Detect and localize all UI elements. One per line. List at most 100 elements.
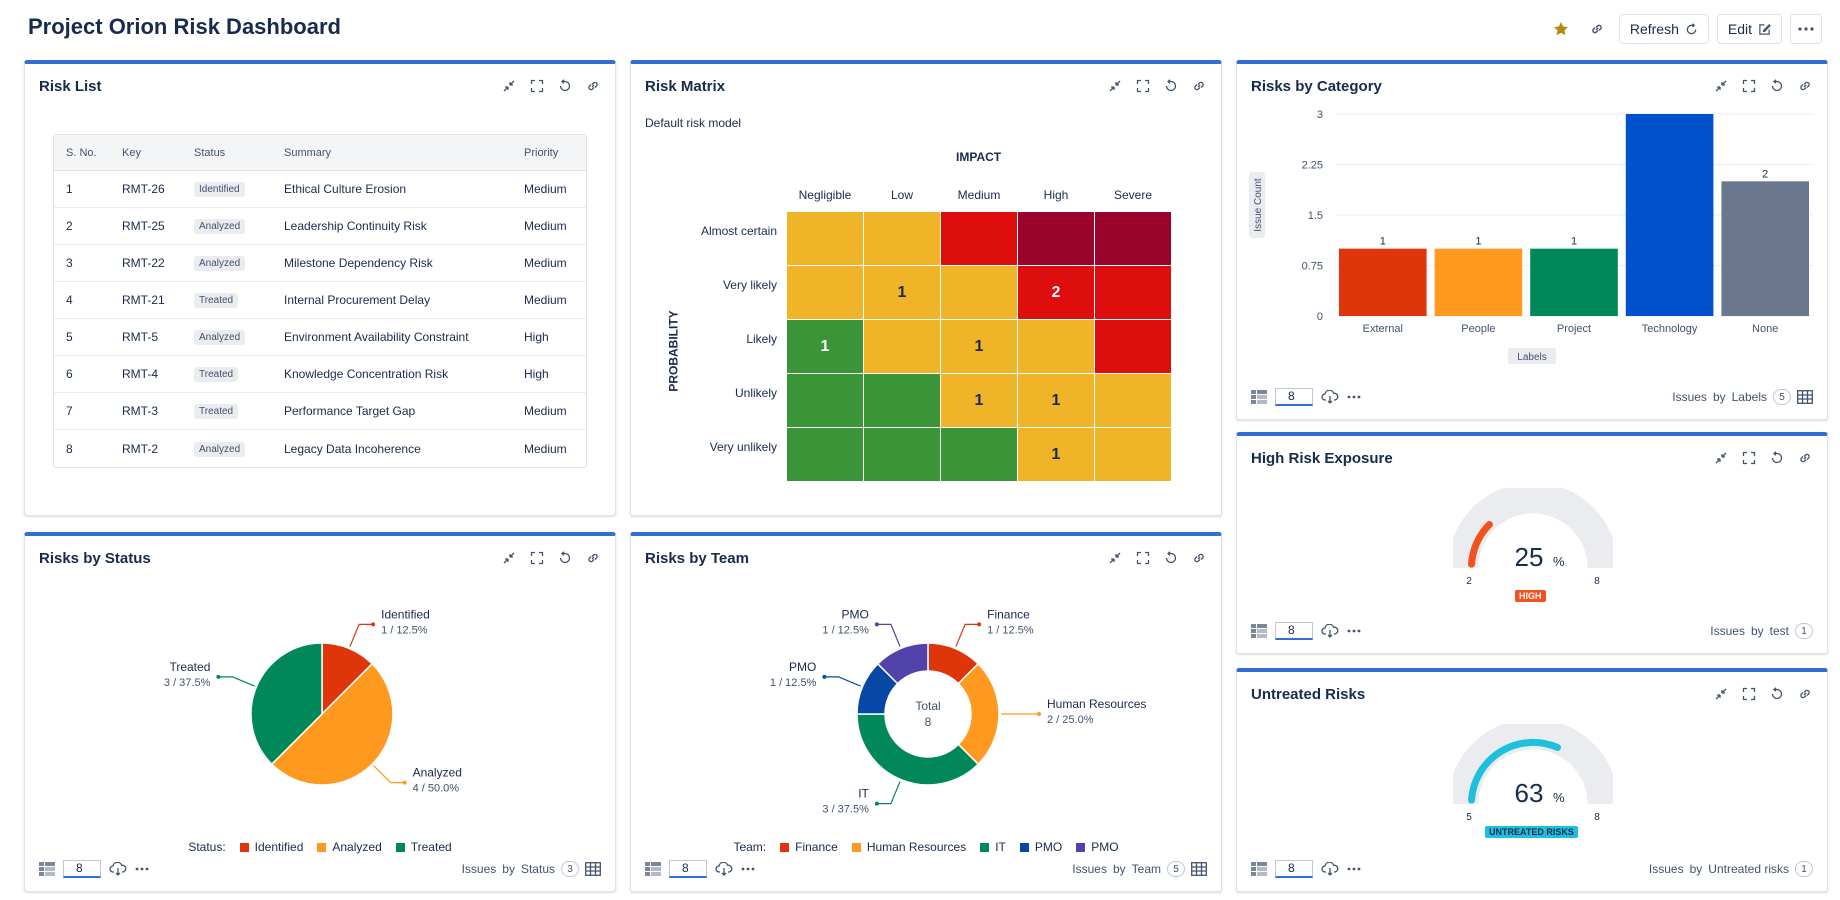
matrix-cell[interactable]: 1	[941, 374, 1017, 427]
table-view-icon[interactable]	[1251, 862, 1267, 876]
maximize-icon[interactable]	[1135, 550, 1151, 566]
results-count-input[interactable]: 8	[1275, 622, 1313, 640]
more-icon[interactable]	[1347, 629, 1361, 633]
matrix-cell[interactable]: 1	[1018, 374, 1094, 427]
matrix-cell[interactable]	[1095, 266, 1171, 319]
star-icon[interactable]	[1547, 15, 1575, 43]
legend-item-pmo-2[interactable]: PMO	[1076, 840, 1119, 854]
link-icon[interactable]	[585, 78, 601, 94]
table-row[interactable]: 1 RMT-26 Identified Ethical Culture Erosion…	[54, 171, 586, 208]
cloud-download-icon[interactable]	[1321, 862, 1339, 876]
legend-item-finance[interactable]: Finance	[780, 840, 838, 854]
link-icon[interactable]	[1583, 15, 1611, 43]
results-count-input[interactable]: 8	[669, 860, 707, 878]
table-icon[interactable]	[585, 862, 601, 876]
table-row[interactable]: 6 RMT-4 Treated Knowledge Concentration Ris…	[54, 356, 586, 393]
minimize-icon[interactable]	[1107, 78, 1123, 94]
column-header[interactable]: S. No.	[54, 135, 110, 171]
matrix-cell[interactable]	[787, 374, 863, 427]
matrix-cell[interactable]	[864, 374, 940, 427]
matrix-cell[interactable]: 1	[864, 266, 940, 319]
footer-field-label[interactable]: test	[1769, 624, 1789, 638]
legend-item-analyzed[interactable]: Analyzed	[317, 840, 382, 854]
footer-field-label[interactable]: Untreated risks	[1708, 862, 1789, 876]
link-icon[interactable]	[1797, 686, 1813, 702]
legend-item-human-resources[interactable]: Human Resources	[851, 840, 966, 854]
link-icon[interactable]	[1797, 78, 1813, 94]
table-row[interactable]: 4 RMT-21 Treated Internal Procurement Delay…	[54, 282, 586, 319]
legend-item-treated[interactable]: Treated	[395, 840, 452, 854]
matrix-cell[interactable]	[787, 428, 863, 481]
maximize-icon[interactable]	[529, 78, 545, 94]
footer-field-label[interactable]: Labels	[1731, 390, 1767, 404]
matrix-cell[interactable]	[864, 212, 940, 265]
link-icon[interactable]	[1797, 450, 1813, 466]
matrix-cell[interactable]	[1095, 212, 1171, 265]
cloud-download-icon[interactable]	[715, 862, 733, 876]
table-icon[interactable]	[1191, 862, 1207, 876]
legend-item-pmo[interactable]: PMO	[1019, 840, 1062, 854]
refresh-icon[interactable]	[1769, 78, 1785, 94]
matrix-cell[interactable]	[1018, 212, 1094, 265]
link-icon[interactable]	[585, 550, 601, 566]
results-count-input[interactable]: 8	[1275, 860, 1313, 878]
column-header[interactable]: Status	[182, 135, 272, 171]
refresh-icon[interactable]	[1163, 550, 1179, 566]
issue-key-link[interactable]: RMT-26	[110, 171, 182, 208]
results-count-input[interactable]: 8	[63, 860, 101, 878]
table-row[interactable]: 7 RMT-3 Treated Performance Target Gap Mediu…	[54, 393, 586, 430]
legend-item-identified[interactable]: Identified	[239, 840, 303, 854]
minimize-icon[interactable]	[1713, 450, 1729, 466]
cloud-download-icon[interactable]	[109, 862, 127, 876]
matrix-cell[interactable]	[1095, 374, 1171, 427]
matrix-cell[interactable]	[864, 428, 940, 481]
matrix-cell[interactable]: 2	[1018, 266, 1094, 319]
matrix-cell[interactable]	[941, 212, 1017, 265]
table-view-icon[interactable]	[39, 862, 55, 876]
footer-field-label[interactable]: Status	[520, 862, 555, 876]
minimize-icon[interactable]	[1107, 550, 1123, 566]
maximize-icon[interactable]	[1135, 78, 1151, 94]
matrix-cell[interactable]	[941, 266, 1017, 319]
refresh-icon[interactable]	[1769, 450, 1785, 466]
issue-key-link[interactable]: RMT-22	[110, 245, 182, 282]
column-header[interactable]: Key	[110, 135, 182, 171]
matrix-cell[interactable]	[864, 320, 940, 373]
issue-key-link[interactable]: RMT-4	[110, 356, 182, 393]
column-header[interactable]: Priority	[512, 135, 586, 171]
table-row[interactable]: 2 RMT-25 Analyzed Leadership Continuity Ris…	[54, 208, 586, 245]
cloud-download-icon[interactable]	[1321, 624, 1339, 638]
refresh-icon[interactable]	[557, 550, 573, 566]
refresh-icon[interactable]	[1163, 78, 1179, 94]
link-icon[interactable]	[1191, 78, 1207, 94]
minimize-icon[interactable]	[1713, 78, 1729, 94]
more-actions-button[interactable]	[1790, 14, 1822, 44]
issue-key-link[interactable]: RMT-21	[110, 282, 182, 319]
table-view-icon[interactable]	[1251, 390, 1267, 404]
refresh-button[interactable]: Refresh	[1618, 14, 1709, 44]
table-view-icon[interactable]	[645, 862, 661, 876]
maximize-icon[interactable]	[529, 550, 545, 566]
edit-button[interactable]: Edit	[1716, 14, 1782, 44]
table-row[interactable]: 3 RMT-22 Analyzed Milestone Dependency Risk…	[54, 245, 586, 282]
table-row[interactable]: 5 RMT-5 Analyzed Environment Availability C…	[54, 319, 586, 356]
matrix-cell[interactable]	[787, 212, 863, 265]
minimize-icon[interactable]	[501, 78, 517, 94]
issue-key-link[interactable]: RMT-3	[110, 393, 182, 430]
table-icon[interactable]	[1797, 390, 1813, 404]
more-icon[interactable]	[741, 867, 755, 871]
minimize-icon[interactable]	[1713, 686, 1729, 702]
refresh-icon[interactable]	[557, 78, 573, 94]
matrix-cell[interactable]: 1	[787, 320, 863, 373]
matrix-cell[interactable]	[941, 428, 1017, 481]
issue-key-link[interactable]: RMT-2	[122, 441, 158, 456]
footer-field-label[interactable]: Team	[1131, 862, 1161, 876]
table-row[interactable]: 8 RMT-2 Analyzed Legacy Data Incoherence Med…	[54, 430, 586, 467]
more-icon[interactable]	[1347, 867, 1361, 871]
matrix-cell[interactable]: 1	[1018, 428, 1094, 481]
maximize-icon[interactable]	[1741, 450, 1757, 466]
issue-key-link[interactable]: RMT-25	[110, 208, 182, 245]
column-header[interactable]: Summary	[272, 135, 512, 171]
refresh-icon[interactable]	[1769, 686, 1785, 702]
more-icon[interactable]	[135, 867, 149, 871]
